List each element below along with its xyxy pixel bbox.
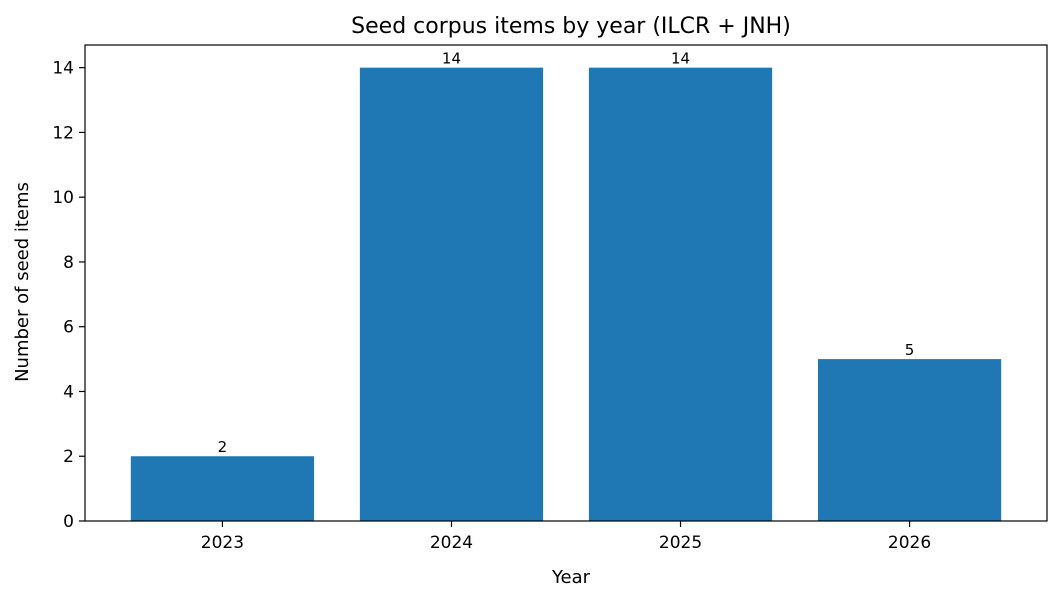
data-label-2024: 14 [442, 50, 461, 68]
y-tick-label-6: 6 [63, 318, 74, 338]
y-tick-label-4: 4 [63, 382, 74, 402]
bar-2025 [588, 67, 773, 522]
y-axis-label: Number of seed items [12, 182, 33, 382]
bar-2026 [817, 359, 1002, 521]
x-tick-label-2026: 2026 [888, 533, 931, 553]
x-tick-label-2025: 2025 [659, 533, 702, 553]
y-tick-label-14: 14 [52, 59, 74, 79]
x-tick-label-2023: 2023 [201, 533, 244, 553]
chart-title: Seed corpus items by year (ILCR + JNH) [351, 14, 791, 39]
plot-frame [84, 44, 1048, 522]
bar-2024 [359, 67, 544, 522]
y-tick-label-10: 10 [52, 188, 74, 208]
x-axis-label: Year [551, 567, 591, 588]
data-label-2026: 5 [905, 341, 915, 359]
y-tick-label-12: 12 [52, 123, 74, 143]
data-label-2023: 2 [218, 438, 228, 456]
x-tick-label-2024: 2024 [430, 533, 473, 553]
y-tick-label-8: 8 [63, 253, 74, 273]
data-label-2025: 14 [671, 50, 690, 68]
bar-2023 [130, 456, 315, 521]
plot-area: 2 2023 14 2024 14 2025 5 2026 0 2 4 6 8 10 12 14 [52, 44, 1048, 553]
y-tick-label-2: 2 [63, 447, 74, 467]
y-tick-label-0: 0 [63, 512, 74, 532]
